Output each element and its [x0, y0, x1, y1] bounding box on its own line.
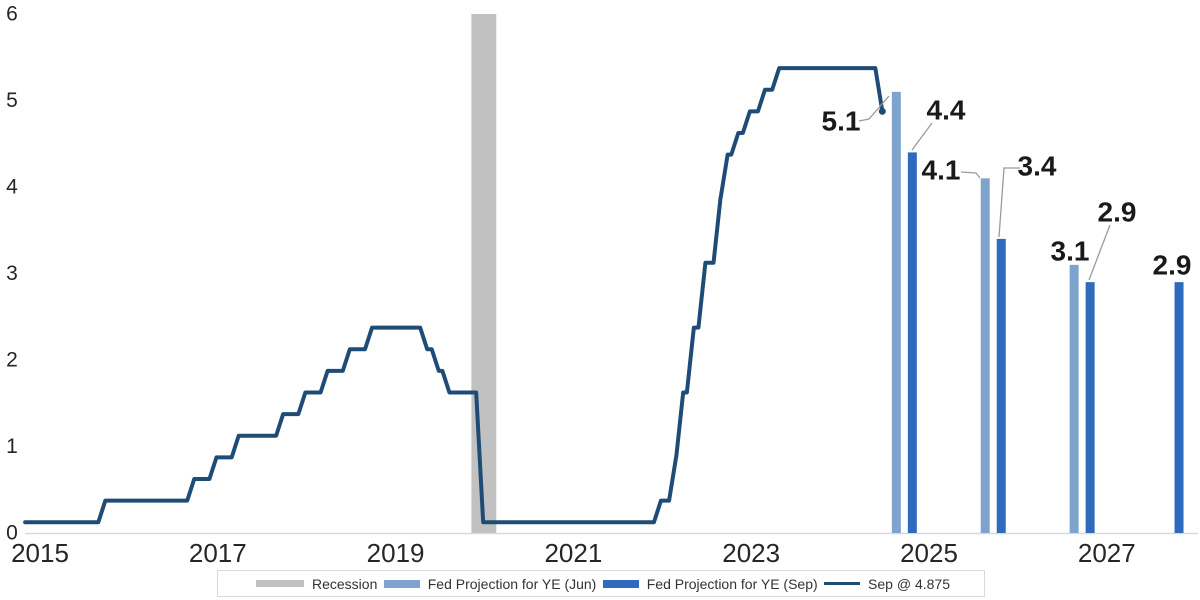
leader-line-sep-2025 — [998, 167, 1020, 238]
rate-line — [23, 66, 885, 525]
legend-item-line: Sep @ 4.875 — [824, 576, 950, 592]
recession-swatch-icon — [256, 580, 304, 587]
line-swatch-icon — [824, 582, 861, 585]
data-label-jun-2025: 4.1 — [922, 155, 961, 186]
x-tick-label: 2021 — [544, 538, 602, 568]
y-tick-label: 2 — [6, 349, 18, 372]
legend-label-recession: Recession — [312, 575, 378, 592]
y-tick-label: 1 — [6, 435, 18, 458]
y-tick-label: 0 — [6, 522, 18, 545]
x-tick-label: 2019 — [367, 538, 425, 568]
data-label-jun-2026: 3.1 — [1051, 236, 1090, 267]
legend: Recession Fed Projection for YE (Jun) Fed … — [217, 570, 985, 597]
projection-bar-sep-2026 — [1085, 282, 1095, 533]
y-tick-label: 4 — [6, 176, 18, 199]
jun_bar-swatch-icon — [383, 579, 420, 588]
legend-item-sep_bar: Fed Projection for YE (Sep) — [602, 575, 818, 592]
legend-label-line: Sep @ 4.875 — [868, 575, 950, 592]
x-tick-label: 2025 — [900, 538, 958, 568]
y-tick-label: 5 — [6, 89, 18, 112]
legend-item-jun_bar: Fed Projection for YE (Jun) — [383, 575, 597, 592]
y-tick-label: 3 — [6, 262, 18, 285]
projection-bar-sep-2025 — [996, 238, 1006, 533]
projection-bar-jun-2024 — [891, 91, 901, 533]
leader-line-sep-2024 — [911, 122, 933, 151]
recession-band — [471, 14, 497, 533]
leader-line-jun-2024 — [858, 95, 890, 122]
x-tick-label: 2017 — [189, 538, 247, 568]
data-label-sep-2024: 4.4 — [927, 95, 966, 126]
data-label-jun-2024: 5.1 — [822, 106, 861, 137]
x-tick-label: 2015 — [11, 538, 69, 568]
projection-bar-jun-2025 — [980, 178, 990, 533]
legend-item-recession: Recession — [256, 576, 377, 592]
projection-bar-sep-2024 — [907, 152, 917, 533]
leader-line-jun-2025 — [960, 171, 981, 179]
data-label-sep-2026: 2.9 — [1098, 197, 1137, 228]
data-label-sep-2025: 3.4 — [1018, 151, 1057, 182]
legend-label-jun_bar: Fed Projection for YE (Jun) — [427, 575, 597, 592]
projection-bar-sep-2027 — [1174, 282, 1184, 533]
data-label-sep-2027: 2.9 — [1153, 250, 1192, 281]
sep_bar-swatch-icon — [602, 579, 639, 588]
legend-label-sep_bar: Fed Projection for YE (Sep) — [646, 575, 818, 592]
leader-line-sep-2026 — [1088, 224, 1111, 281]
projection-bar-jun-2026 — [1069, 264, 1079, 533]
rate-line-end-dot — [878, 107, 886, 115]
x-tick-label: 2023 — [722, 538, 780, 568]
y-tick-label: 6 — [6, 3, 18, 26]
x-tick-label: 2027 — [1078, 538, 1136, 568]
